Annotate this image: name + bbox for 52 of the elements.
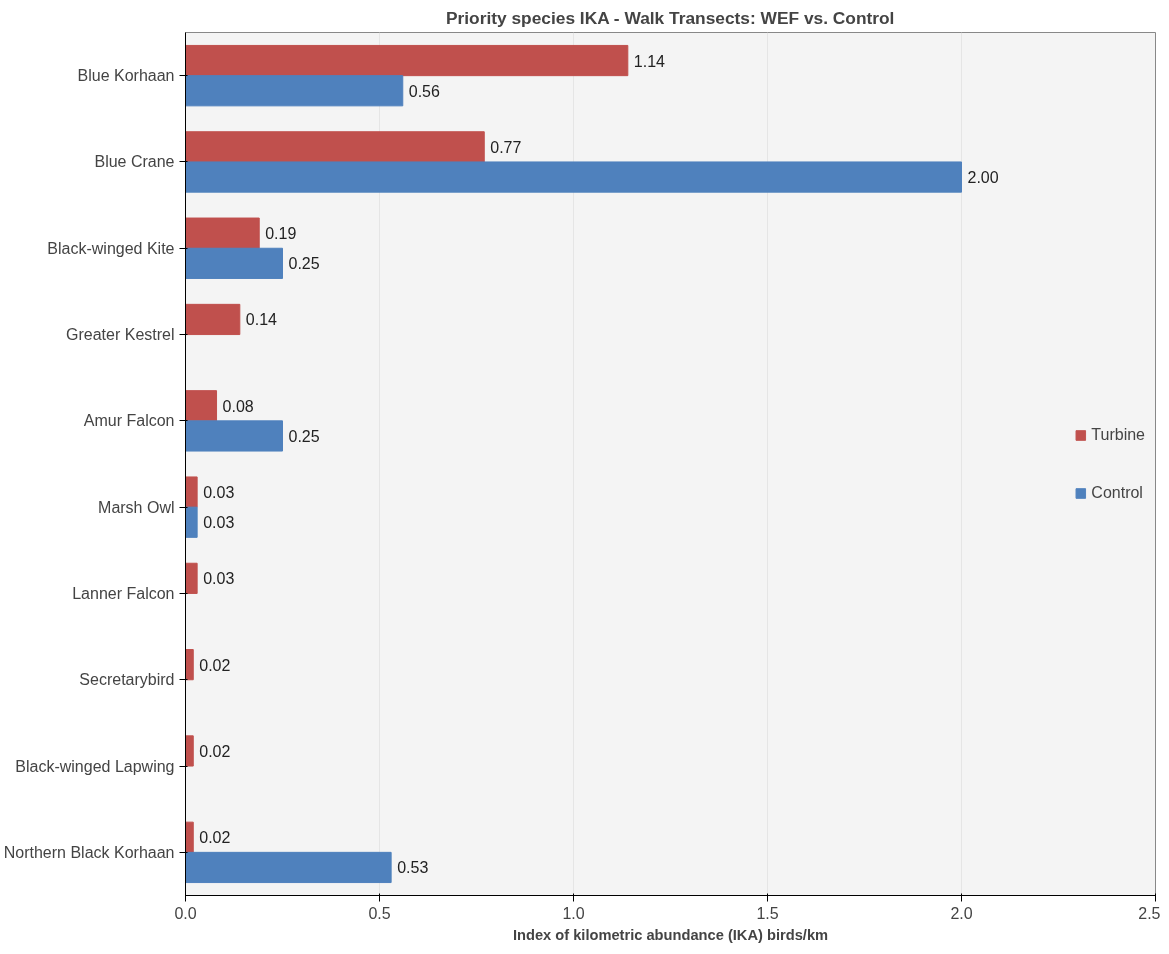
bar xyxy=(185,506,198,538)
bar xyxy=(185,735,194,767)
data-label: 1.14 xyxy=(633,52,666,70)
data-label: 0.25 xyxy=(288,427,320,445)
x-tick-label: 1.0 xyxy=(562,904,585,922)
x-tick-label: 0.0 xyxy=(174,904,197,922)
y-tick-label: Blue Crane xyxy=(94,153,175,171)
y-tick-label: Marsh Owl xyxy=(98,498,175,516)
bar xyxy=(185,420,283,452)
data-label: 0.56 xyxy=(408,82,441,100)
data-label: 0.02 xyxy=(199,656,231,674)
bar xyxy=(185,390,218,422)
bar xyxy=(185,247,283,279)
y-tick-label: Lanner Falcon xyxy=(72,584,175,602)
y-tick-label: Black-winged Lapwing xyxy=(15,757,175,775)
data-label: 0.03 xyxy=(203,570,235,588)
legend-label: Control xyxy=(1091,483,1143,502)
data-label: 0.25 xyxy=(288,255,320,273)
data-label: 0.02 xyxy=(199,742,231,760)
x-tick-label: 2.0 xyxy=(950,904,973,922)
bar xyxy=(185,851,392,884)
bar xyxy=(185,562,198,594)
y-tick-label: Amur Falcon xyxy=(83,412,175,430)
data-label: 0.02 xyxy=(199,829,231,847)
data-label: 0.77 xyxy=(490,138,522,156)
bar xyxy=(185,821,194,853)
bar xyxy=(185,649,194,681)
x-tick-label: 0.5 xyxy=(368,904,391,922)
y-tick-label: Black-winged Kite xyxy=(47,239,175,257)
bar xyxy=(185,161,962,193)
x-tick-label: 1.5 xyxy=(756,904,779,922)
bar xyxy=(185,44,629,77)
y-tick-label: Northern Black Korhaan xyxy=(3,843,175,861)
data-label: 0.03 xyxy=(203,484,235,502)
y-tick-label: Greater Kestrel xyxy=(66,326,175,344)
data-label: 0.53 xyxy=(397,859,429,877)
data-label: 0.19 xyxy=(265,225,297,243)
x-tick-label: 2.5 xyxy=(1138,904,1161,922)
chart-title: Priority species IKA - Walk Transects: WEF vs. Control xyxy=(445,7,895,28)
bar xyxy=(185,131,485,163)
bar xyxy=(185,476,198,508)
legend-label: Turbine xyxy=(1091,425,1145,444)
bar xyxy=(185,75,404,107)
data-label: 2.00 xyxy=(967,169,999,187)
bar xyxy=(185,303,241,336)
data-label: 0.03 xyxy=(203,514,235,532)
y-tick-label: Secretarybird xyxy=(79,671,175,689)
y-tick-label: Blue Korhaan xyxy=(77,67,175,85)
data-label: 0.14 xyxy=(245,311,278,329)
x-axis-title: Index of kilometric abundance (IKA) birds/km xyxy=(512,926,829,943)
data-label: 0.08 xyxy=(222,397,254,415)
bar xyxy=(185,217,260,249)
